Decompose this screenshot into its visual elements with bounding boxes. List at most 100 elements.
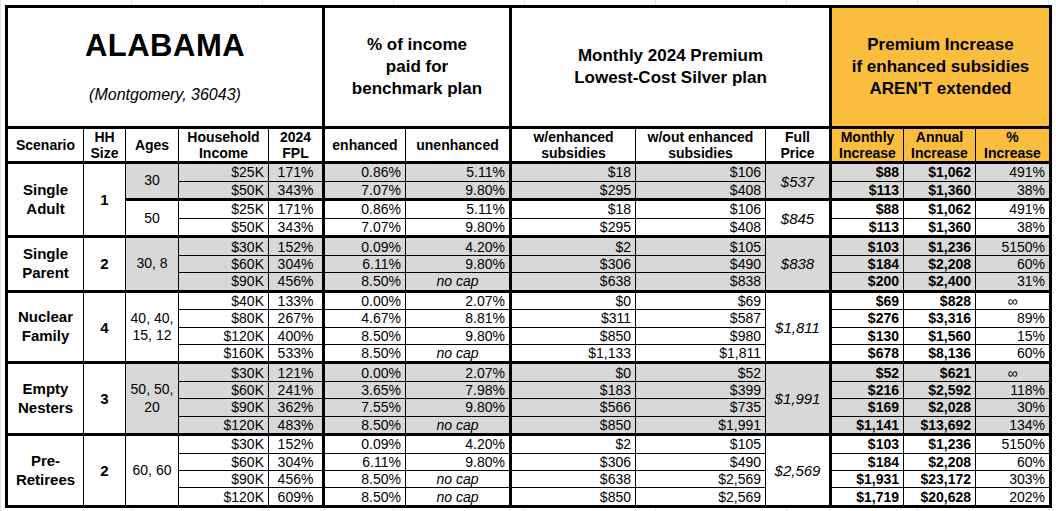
cell-unenhanced: no cap (406, 344, 511, 363)
cell-fpl: 152% (269, 237, 324, 256)
cell-fpl: 121% (269, 363, 324, 382)
cell-fpl: 533% (269, 344, 324, 363)
cell-unenhanced: 5.11% (406, 163, 511, 182)
cell-annual-increase: $3,316 (904, 310, 976, 327)
table-row: Pre- Retirees260, 60$30K152%0.09%4.20%$2… (7, 435, 1051, 454)
cell-unenhanced: no cap (406, 488, 511, 507)
cell-unenhanced: 7.98% (406, 381, 511, 398)
cell-wo-enhanced-subsidies: $735 (636, 399, 766, 416)
cell-fpl: 456% (269, 273, 324, 292)
cell-unenhanced: no cap (406, 273, 511, 292)
cell-wo-enhanced-subsidies: $106 (636, 200, 766, 219)
cell-income: $90K (179, 471, 269, 488)
cell-scenario: Empty Nesters (7, 363, 84, 435)
cell-fpl: 133% (269, 291, 324, 310)
cell-pct-increase: 60% (976, 255, 1051, 272)
cell-monthly-increase: $113 (831, 181, 904, 200)
cell-w-enhanced-subsidies: $183 (511, 381, 636, 398)
cell-pct-increase: 118% (976, 381, 1051, 398)
cell-annual-increase: $828 (904, 291, 976, 310)
cell-pct-increase: 134% (976, 416, 1051, 435)
cell-unenhanced: no cap (406, 416, 511, 435)
cell-ages: 30 (126, 163, 179, 200)
cell-enhanced: 6.11% (324, 255, 406, 272)
cell-w-enhanced-subsidies: $311 (511, 310, 636, 327)
cell-pct-increase: 5150% (976, 435, 1051, 454)
cell-fpl: 171% (269, 200, 324, 219)
cell-annual-increase: $1,062 (904, 200, 976, 219)
cell-pct-increase: 30% (976, 399, 1051, 416)
cell-pct-increase: ∞ (976, 291, 1051, 310)
cell-monthly-increase: $88 (831, 163, 904, 182)
cell-monthly-increase: $184 (831, 255, 904, 272)
cell-fpl: 456% (269, 471, 324, 488)
cell-fpl: 304% (269, 255, 324, 272)
cell-w-enhanced-subsidies: $638 (511, 273, 636, 292)
column-header-fpl: 2024 FPL (269, 128, 324, 163)
cell-wo-enhanced-subsidies: $1,811 (636, 344, 766, 363)
cell-enhanced: 0.86% (324, 200, 406, 219)
cell-pct-increase: 491% (976, 163, 1051, 182)
cell-pct-increase: ∞ (976, 363, 1051, 382)
cell-w-enhanced-subsidies: $0 (511, 291, 636, 310)
cell-monthly-increase: $678 (831, 344, 904, 363)
table-row: Empty Nesters350, 50, 20$30K121%0.00%2.0… (7, 363, 1051, 382)
cell-annual-increase: $1,236 (904, 435, 976, 454)
cell-enhanced: 7.07% (324, 218, 406, 237)
cell-ages: 50 (126, 200, 179, 237)
column-header-w-enhanced: w/enhanced subsidies (511, 128, 636, 163)
cell-fpl: 609% (269, 488, 324, 507)
cell-w-enhanced-subsidies: $306 (511, 453, 636, 470)
cell-hh-size: 4 (84, 291, 126, 363)
cell-w-enhanced-subsidies: $638 (511, 471, 636, 488)
group-header-premium: Monthly 2024 Premium Lowest-Cost Silver … (511, 7, 831, 128)
column-header-unenhanced: unenhanced (406, 128, 511, 163)
cell-w-enhanced-subsidies: $850 (511, 327, 636, 344)
column-header-pct-increase: % Increase (976, 128, 1051, 163)
cell-monthly-increase: $88 (831, 200, 904, 219)
cell-income: $160K (179, 344, 269, 363)
cell-annual-increase: $1,560 (904, 327, 976, 344)
cell-w-enhanced-subsidies: $850 (511, 488, 636, 507)
cell-fpl: 400% (269, 327, 324, 344)
cell-monthly-increase: $276 (831, 310, 904, 327)
cell-wo-enhanced-subsidies: $408 (636, 218, 766, 237)
cell-annual-increase: $2,208 (904, 453, 976, 470)
cell-ages: 50, 50, 20 (126, 363, 179, 435)
cell-monthly-increase: $200 (831, 273, 904, 292)
cell-unenhanced: 9.80% (406, 218, 511, 237)
cell-income: $40K (179, 291, 269, 310)
cell-income: $50K (179, 218, 269, 237)
cell-pct-increase: 5150% (976, 237, 1051, 256)
cell-enhanced: 4.67% (324, 310, 406, 327)
group-header-income-share: % of income paid for benchmark plan (324, 7, 511, 128)
column-header-enhanced: enhanced (324, 128, 406, 163)
cell-wo-enhanced-subsidies: $490 (636, 453, 766, 470)
cell-enhanced: 6.11% (324, 453, 406, 470)
cell-enhanced: 8.50% (324, 471, 406, 488)
cell-annual-increase: $1,236 (904, 237, 976, 256)
cell-hh-size: 2 (84, 435, 126, 507)
cell-unenhanced: 8.81% (406, 310, 511, 327)
cell-unenhanced: 9.80% (406, 255, 511, 272)
table-row: Nuclear Family440, 40, 15, 12$40K133%0.0… (7, 291, 1051, 310)
cell-hh-size: 2 (84, 237, 126, 291)
cell-wo-enhanced-subsidies: $106 (636, 163, 766, 182)
cell-pct-increase: 15% (976, 327, 1051, 344)
cell-enhanced: 8.50% (324, 273, 406, 292)
cell-full-price: $2,569 (766, 435, 831, 507)
cell-full-price: $537 (766, 163, 831, 200)
table-row: 50$25K171%0.86%5.11%$18$106$845$88$1,062… (7, 200, 1051, 219)
cell-annual-increase: $621 (904, 363, 976, 382)
cell-pct-increase: 303% (976, 471, 1051, 488)
cell-monthly-increase: $1,141 (831, 416, 904, 435)
cell-w-enhanced-subsidies: $295 (511, 181, 636, 200)
cell-w-enhanced-subsidies: $295 (511, 218, 636, 237)
cell-monthly-increase: $113 (831, 218, 904, 237)
cell-enhanced: 0.00% (324, 363, 406, 382)
cell-full-price: $1,811 (766, 291, 831, 363)
cell-income: $80K (179, 310, 269, 327)
cell-annual-increase: $2,592 (904, 381, 976, 398)
cell-ages: 30, 8 (126, 237, 179, 291)
table-body: Single Adult130$25K171%0.86%5.11%$18$106… (7, 163, 1051, 507)
